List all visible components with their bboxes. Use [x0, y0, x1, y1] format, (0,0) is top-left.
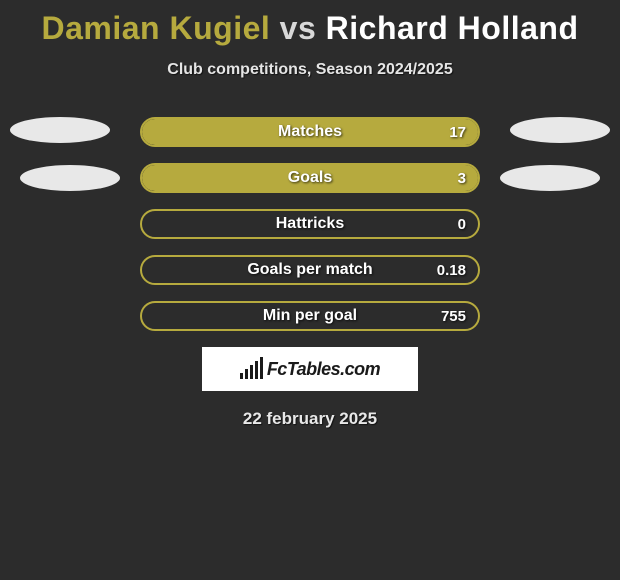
stat-label: Hattricks: [142, 211, 478, 237]
comparison-title: Damian Kugiel vs Richard Holland: [0, 0, 620, 47]
stat-label: Matches: [142, 119, 478, 145]
stats-area: Matches 17 Goals 3 Hattricks 0 Goals per…: [0, 117, 620, 331]
stat-bar: Goals 3: [140, 163, 480, 193]
stat-label: Min per goal: [142, 303, 478, 329]
stat-label: Goals per match: [142, 257, 478, 283]
logo-text: FcTables.com: [267, 359, 380, 380]
player2-name: Richard Holland: [326, 10, 579, 46]
player1-name: Damian Kugiel: [42, 10, 271, 46]
logo-bars-icon: [240, 359, 263, 379]
stat-value: 3: [458, 165, 466, 191]
stat-bar: Goals per match 0.18: [140, 255, 480, 285]
stat-bar: Matches 17: [140, 117, 480, 147]
stat-value: 755: [441, 303, 466, 329]
decorative-ellipse: [500, 165, 600, 191]
stat-value: 17: [449, 119, 466, 145]
source-logo: FcTables.com: [202, 347, 418, 391]
stat-label: Goals: [142, 165, 478, 191]
season-subtitle: Club competitions, Season 2024/2025: [0, 61, 620, 79]
decorative-ellipse: [510, 117, 610, 143]
stat-value: 0: [458, 211, 466, 237]
vs-separator: vs: [280, 10, 317, 46]
stat-value: 0.18: [437, 257, 466, 283]
logo-inner: FcTables.com: [240, 359, 380, 380]
stat-bar: Min per goal 755: [140, 301, 480, 331]
date-line: 22 february 2025: [0, 409, 620, 429]
stat-bars: Matches 17 Goals 3 Hattricks 0 Goals per…: [140, 117, 480, 331]
decorative-ellipse: [10, 117, 110, 143]
stat-bar: Hattricks 0: [140, 209, 480, 239]
decorative-ellipse: [20, 165, 120, 191]
